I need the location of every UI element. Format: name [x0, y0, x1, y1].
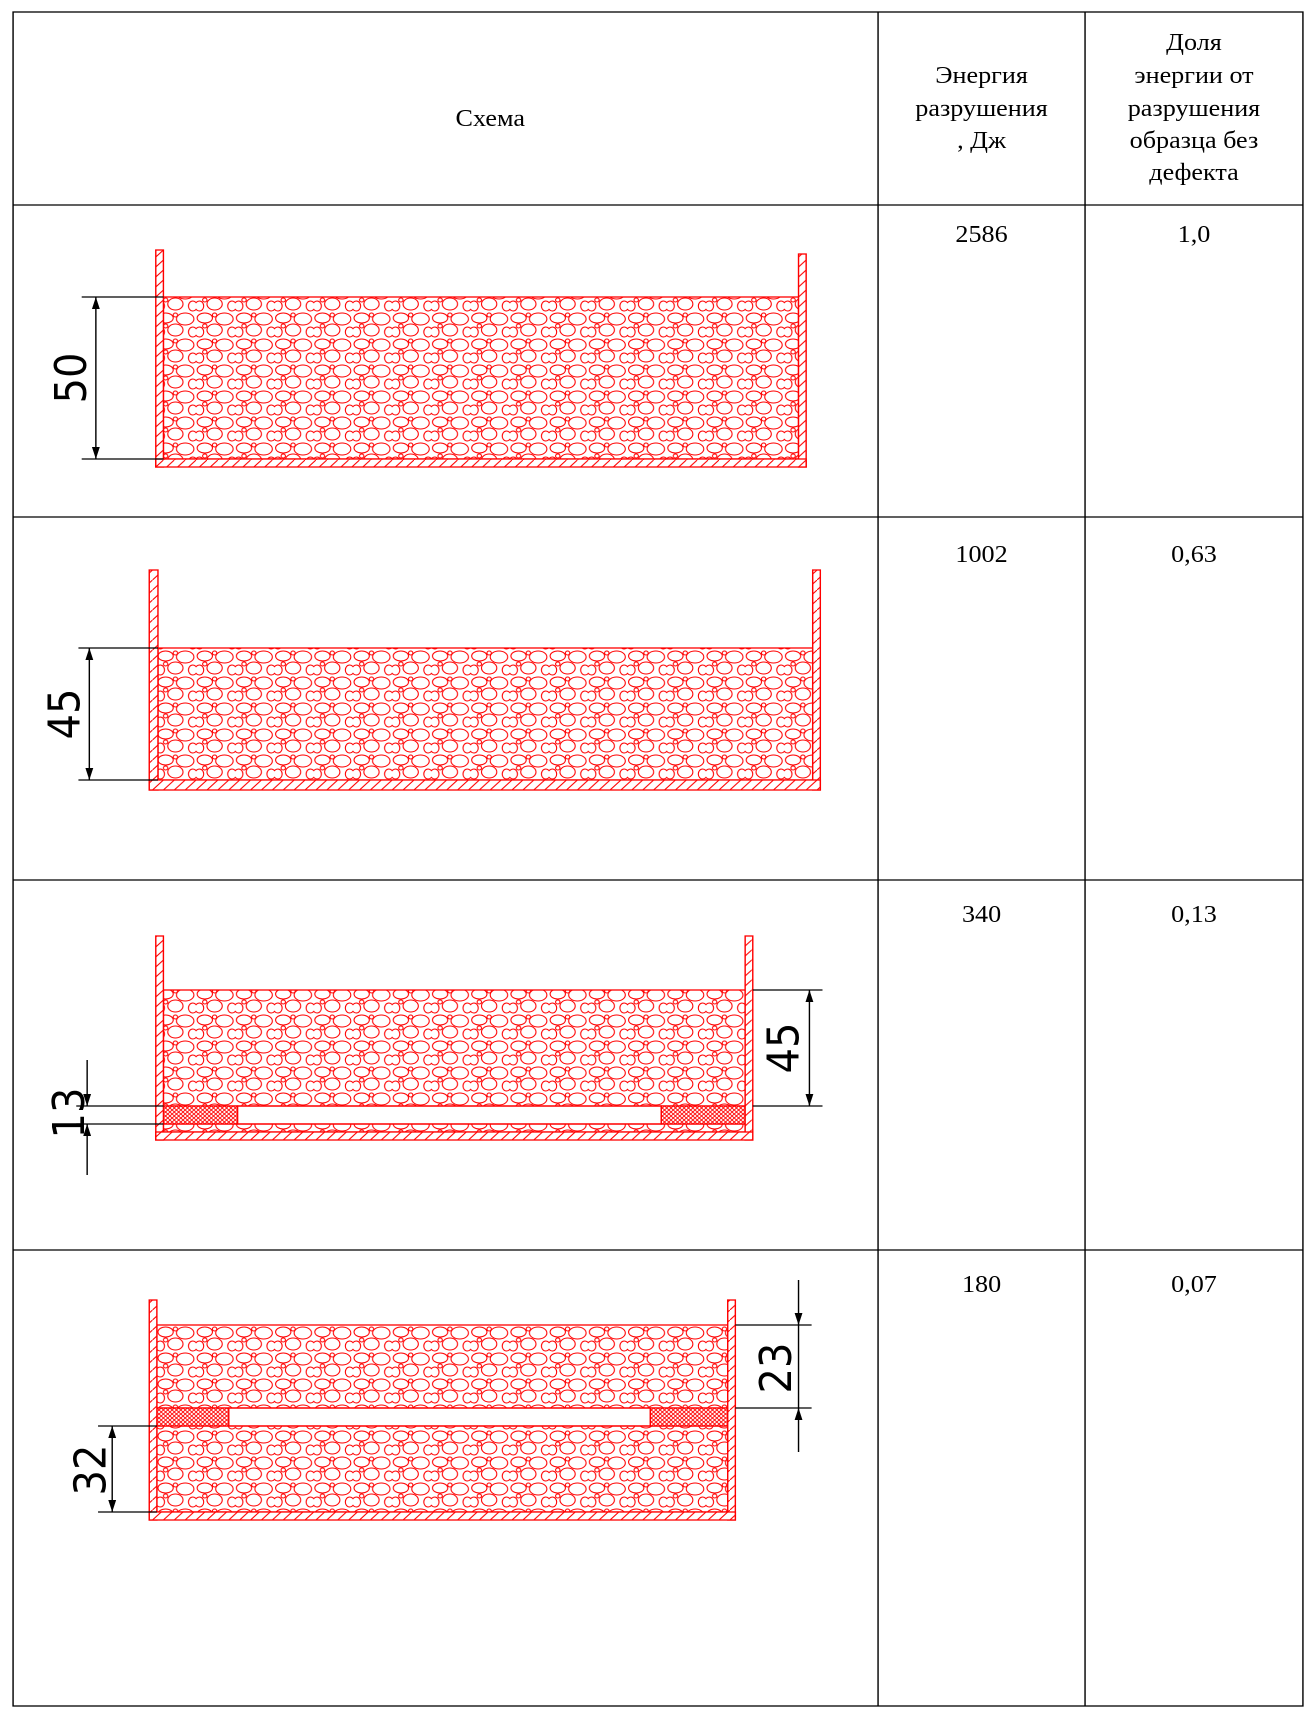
drawing-rect [797, 253, 807, 468]
drawing-rect [155, 458, 807, 468]
dimension: 13 [43, 1088, 94, 1139]
drawing-rect [162, 989, 746, 1107]
ratio: 0,63 [1171, 542, 1217, 568]
drawing-rect [156, 1324, 729, 1409]
drawing-rect [811, 569, 822, 791]
ratio: 0,07 [1171, 1272, 1217, 1298]
drawing-rect [155, 1131, 754, 1141]
energy: 2586 [955, 222, 1007, 248]
scheme-2: 45 [39, 569, 822, 791]
header-cell: разрушения [915, 96, 1048, 122]
dimension: 32 [65, 1445, 116, 1496]
drawing-rect [157, 647, 814, 781]
drawing-rect [744, 935, 754, 1141]
dimension: 45 [758, 1023, 809, 1074]
drawing-rect [162, 1105, 239, 1125]
drawing-rect [156, 1407, 230, 1427]
header-cell: Энергия [935, 63, 1028, 89]
drawing-rect [148, 779, 822, 791]
drawing-rect [156, 1425, 729, 1513]
dimension: 50 [45, 353, 96, 404]
table-grid [12, 11, 1304, 1707]
dimension: 45 [39, 689, 90, 740]
header-cell: дефекта [1149, 160, 1238, 186]
energy: 340 [962, 902, 1001, 928]
scheme-4: 23 32 [65, 1280, 812, 1521]
drawing-rect [155, 249, 165, 468]
drawing-rect [236, 1105, 662, 1125]
header-cell: , Дж [957, 128, 1007, 154]
drawing-rect [162, 1123, 746, 1133]
header-cell: образца без [1130, 128, 1259, 154]
drawing-rect [148, 1299, 158, 1521]
scheme-3: 45 13 [43, 935, 823, 1175]
drawing-rect [228, 1407, 652, 1427]
drawing-rect [12, 11, 1304, 1707]
scheme-1: 50 [45, 249, 807, 468]
drawing-rect [155, 935, 165, 1141]
ratio: 0,13 [1171, 902, 1217, 928]
drawing-rect [148, 569, 159, 791]
drawing-rect [649, 1407, 729, 1427]
drawing-rect [148, 1511, 737, 1521]
values: 2586 1,0 1002 0,63 340 0,13 180 0,07 [955, 222, 1216, 1298]
header-cell: Схема [456, 106, 525, 132]
drawing-rect [660, 1105, 746, 1125]
ratio: 1,0 [1178, 222, 1211, 248]
drawing-rect [162, 296, 800, 460]
drawing-rect [727, 1299, 737, 1521]
header-cell: разрушения [1128, 96, 1261, 122]
energy: 180 [962, 1272, 1001, 1298]
header: Схема Энергия разрушения , Дж Доля энерг… [456, 30, 1261, 186]
header-cell: энергии от [1134, 63, 1253, 89]
energy: 1002 [955, 542, 1007, 568]
header-cell: Доля [1166, 30, 1222, 56]
dimension: 23 [750, 1343, 801, 1394]
